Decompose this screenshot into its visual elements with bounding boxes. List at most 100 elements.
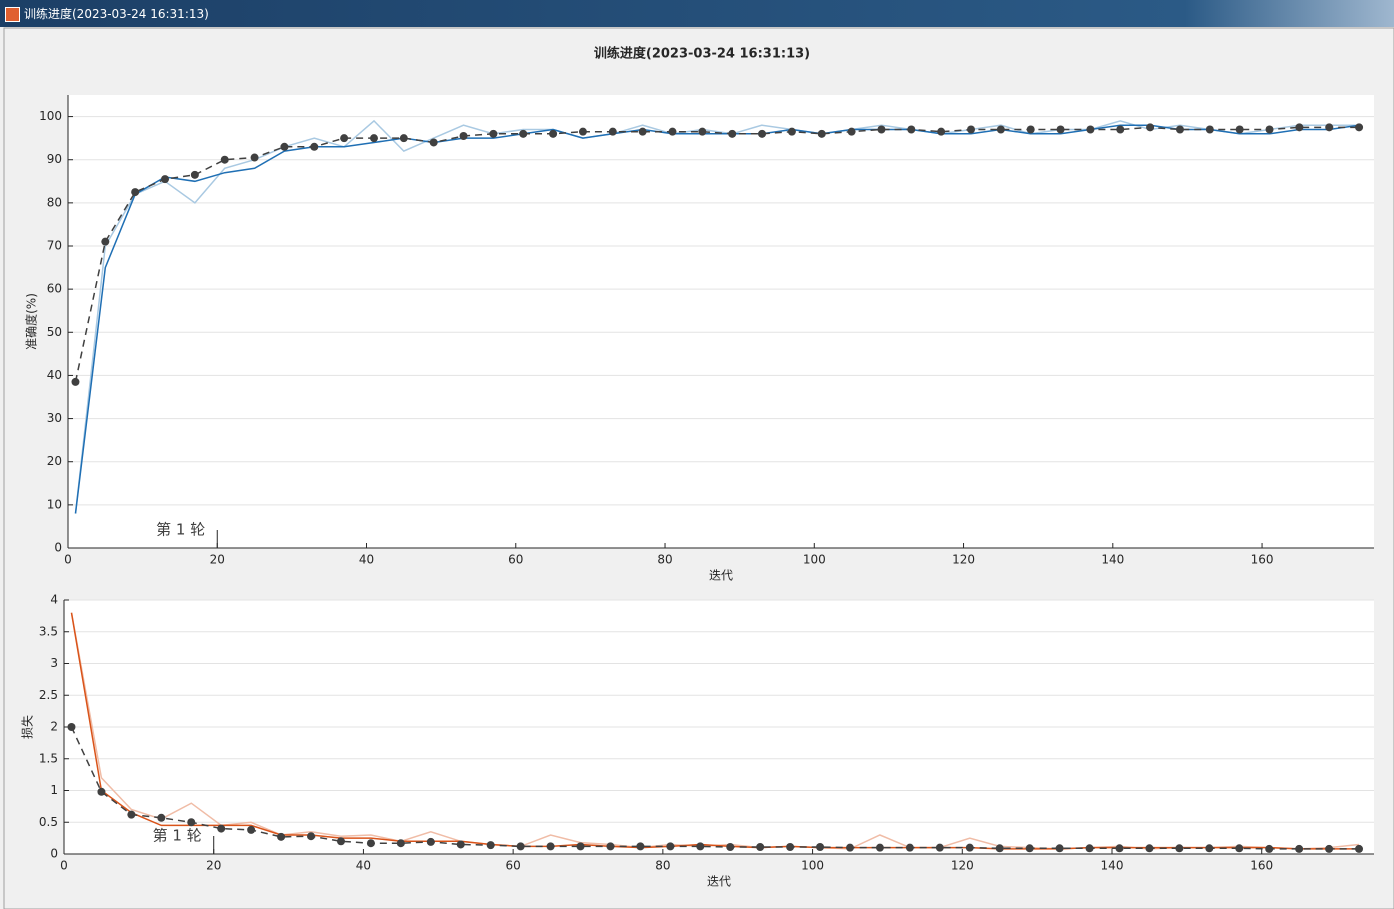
validation-point [606,842,615,851]
x-tick-label: 60 [508,553,523,567]
chart-title: 训练进度(2023-03-24 16:31:13) [594,46,810,62]
validation-point [67,723,76,731]
series-line [70,726,1359,850]
x-tick-label: 80 [657,553,672,567]
validation-point [366,839,375,848]
validation-point [816,843,825,852]
y-tick-label: 0 [54,541,62,555]
validation-point [1146,123,1155,132]
validation-point [1175,844,1184,853]
validation-point [456,840,465,849]
validation-point [1355,123,1364,132]
validation-point [1116,125,1125,134]
y-tick-label: 0 [50,847,58,861]
validation-point [995,844,1004,853]
validation-point [336,837,345,846]
x-tick-label: 100 [801,859,824,873]
epoch-label: 第 1 轮 [156,521,205,539]
validation-point [756,843,765,852]
validation-point [1085,844,1094,853]
validation-point [1295,844,1304,853]
validation-point [519,129,528,138]
x-axis-label: 迭代 [707,875,731,889]
y-tick-label: 20 [47,454,62,468]
validation-point [131,188,140,197]
validation-point [1115,844,1124,853]
validation-point [71,377,80,386]
validation-point [1026,125,1035,134]
validation-point [996,125,1005,134]
validation-point [608,127,617,136]
y-tick-label: 70 [47,239,62,253]
series-line [74,119,1360,514]
validation-point [1086,125,1095,134]
validation-point [399,134,408,143]
x-tick-label: 100 [803,553,826,567]
validation-point [310,142,319,151]
y-tick-label: 90 [47,152,62,166]
validation-point [190,170,199,179]
x-tick-label: 80 [655,859,670,873]
validation-point [1235,125,1244,134]
validation-point [280,142,289,151]
validation-point [247,825,256,834]
validation-point [157,813,166,822]
validation-point [369,134,378,143]
x-tick-label: 0 [64,553,72,567]
validation-point [875,843,884,852]
validation-point [217,824,226,833]
validation-point [277,832,286,841]
series-line [74,124,1360,514]
x-axis-label: 迭代 [709,569,733,583]
validation-point [1325,844,1334,853]
app-icon [5,7,20,22]
validation-point [1175,125,1184,134]
window-title: 训练进度(2023-03-24 16:31:13) [24,7,209,21]
validation-point [516,842,525,851]
validation-point [489,129,498,138]
y-tick-label: 3.5 [39,624,58,638]
x-tick-label: 20 [206,859,221,873]
y-tick-label: 2 [50,720,58,734]
validation-point [666,842,675,851]
y-tick-label: 50 [47,325,62,339]
y-axis-label: 损失 [20,715,35,739]
validation-point [846,843,854,852]
x-tick-label: 160 [1251,553,1274,567]
validation-point [698,127,707,136]
validation-point [1295,123,1304,132]
validation-point [668,127,677,136]
y-tick-label: 1.5 [39,751,58,765]
plot-area [68,95,1374,548]
validation-point [161,175,170,184]
validation-point [1235,844,1244,853]
validation-point [817,129,826,138]
x-tick-label: 40 [356,859,371,873]
x-tick-label: 60 [506,859,521,873]
validation-point [758,129,767,138]
validation-point [1265,844,1274,853]
validation-point [429,138,438,147]
validation-point [847,127,856,136]
y-tick-label: 1 [50,783,58,797]
validation-point [220,155,229,164]
y-tick-label: 80 [47,195,62,209]
validation-point [101,237,110,246]
y-tick-label: 60 [47,282,62,296]
validation-point [967,125,976,134]
validation-point [787,127,796,136]
validation-point [905,843,914,852]
validation-point [549,129,558,138]
y-tick-label: 3 [50,656,58,670]
x-tick-label: 140 [1101,553,1124,567]
validation-point [907,125,916,134]
y-tick-label: 100 [39,109,62,123]
validation-point [576,842,585,851]
y-tick-label: 4 [50,593,58,607]
validation-point [97,787,106,796]
x-tick-label: 140 [1101,859,1124,873]
validation-point [1325,123,1334,132]
validation-point [965,843,974,852]
